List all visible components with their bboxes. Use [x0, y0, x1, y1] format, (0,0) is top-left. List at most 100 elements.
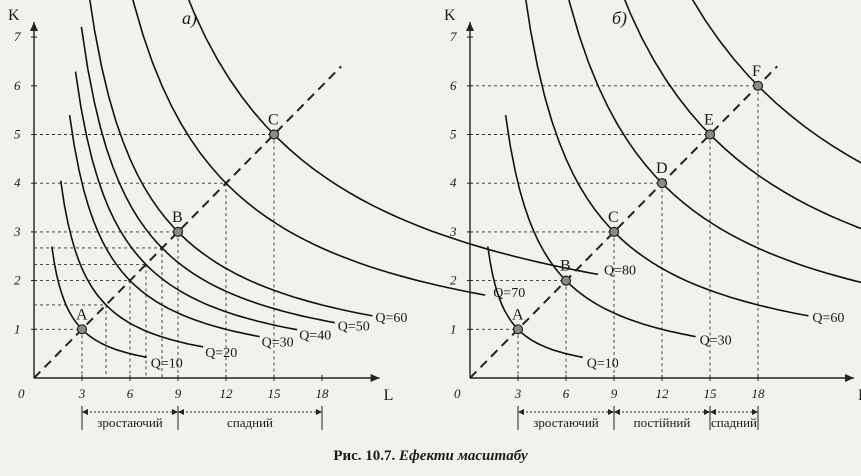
x-axis-arrow [845, 374, 854, 382]
caption-title: Ефекти масштабу [399, 448, 528, 464]
point-marker [752, 80, 764, 91]
point-marker [268, 129, 280, 140]
figure-caption: Рис. 10.7. Ефекти масштабу [0, 448, 861, 465]
x-tick-label: 18 [316, 386, 330, 401]
range-arrow-left [178, 409, 184, 415]
x-tick-label: 12 [656, 386, 670, 401]
point-label: C [268, 112, 279, 129]
isoquant-label: Q=10 [587, 356, 619, 371]
panel-b-chart: KL0б)1234567369121518Q=10Q=30Q=60Q=78Q=9… [444, 0, 861, 430]
isoquant-curve [51, 246, 147, 359]
y-tick-label: 1 [450, 321, 457, 336]
isoquant-curve [80, 26, 335, 324]
isoquant-label: Q=60 [812, 311, 844, 326]
origin-label: 0 [18, 386, 25, 401]
isoquant-curve [132, 0, 486, 296]
point-marker [608, 226, 620, 237]
range-arrow-right [752, 409, 758, 415]
y-tick-label: 6 [450, 78, 457, 93]
point-marker [656, 178, 668, 189]
y-tick-label: 6 [14, 78, 21, 93]
y-tick-label: 2 [14, 273, 21, 288]
point-label: C [608, 209, 619, 226]
range-arrow-right [704, 409, 710, 415]
range-arrow-right [608, 409, 614, 415]
isoquant-label: Q=30 [700, 334, 732, 349]
x-tick-label: 9 [175, 386, 182, 401]
isoquant-curve [59, 180, 204, 348]
x-tick-label: 15 [704, 386, 718, 401]
range-label: спадний [227, 415, 273, 430]
y-tick-label: 7 [14, 29, 21, 44]
range-arrow-left [614, 409, 620, 415]
point-label: B [172, 209, 183, 226]
range-label: спадний [711, 415, 757, 430]
isoquant-curve [525, 0, 809, 317]
isoquant-curve [68, 114, 260, 338]
y-tick-label: 2 [450, 273, 457, 288]
point-marker [76, 324, 88, 335]
point-label: D [656, 160, 668, 177]
x-axis-arrow [370, 374, 380, 382]
panel-title: б) [612, 8, 627, 29]
x-tick-label: 3 [78, 386, 86, 401]
y-tick-label: 1 [14, 321, 21, 336]
isoquant-label: Q=80 [604, 263, 636, 278]
range-arrow-left [710, 409, 716, 415]
isoquant-label: Q=40 [299, 329, 331, 344]
range-arrow-right [172, 409, 178, 415]
x-tick-label: 6 [563, 386, 570, 401]
point-marker [512, 324, 524, 335]
y-tick-label: 4 [14, 175, 21, 190]
isoquant-label: Q=20 [205, 346, 237, 361]
isoquant-label: Q=30 [262, 336, 294, 351]
isoquant-curve [187, 0, 599, 276]
point-label: A [512, 306, 524, 323]
y-tick-label: 5 [14, 127, 21, 142]
isoquant-label: Q=10 [151, 356, 183, 371]
y-axis-label: K [8, 7, 20, 24]
x-tick-label: 15 [268, 386, 282, 401]
x-tick-label: 6 [127, 386, 134, 401]
x-tick-label: 18 [752, 386, 766, 401]
range-arrow-right [316, 409, 322, 415]
isoquant-curve [504, 114, 696, 338]
y-axis-arrow [466, 22, 474, 31]
expansion-path-line [469, 65, 778, 379]
range-arrow-left [82, 409, 88, 415]
isoquant-curve [568, 0, 861, 284]
isoquant-label: Q=60 [375, 311, 407, 326]
x-tick-label: 3 [514, 386, 522, 401]
isoquant-label: Q=70 [493, 286, 525, 301]
isoquant-label: Q=50 [338, 320, 370, 335]
range-label: постійний [634, 415, 691, 430]
y-tick-label: 7 [450, 29, 457, 44]
point-marker [560, 275, 572, 286]
y-tick-label: 3 [449, 224, 457, 239]
y-axis-arrow [30, 22, 38, 31]
x-axis-label: L [858, 387, 861, 404]
point-label: B [560, 258, 571, 275]
isoquant-curve [74, 71, 298, 331]
isoquant-curve [89, 0, 373, 317]
point-label: A [76, 306, 88, 323]
y-tick-label: 5 [450, 127, 457, 142]
point-label: E [704, 112, 714, 129]
range-label: зростаючий [97, 415, 163, 430]
point-label: F [752, 63, 761, 80]
isoquant-curve [487, 246, 583, 359]
range-arrow-left [518, 409, 524, 415]
isoquant-curve [623, 0, 861, 230]
y-axis-label: K [444, 7, 456, 24]
y-tick-label: 3 [13, 224, 21, 239]
caption-prefix: Рис. 10.7. [333, 448, 396, 464]
x-tick-label: 9 [611, 386, 618, 401]
x-axis-label: L [384, 387, 394, 404]
x-tick-label: 12 [220, 386, 234, 401]
point-marker [704, 129, 716, 140]
y-tick-label: 4 [450, 175, 457, 190]
panel-title: а) [182, 8, 197, 29]
origin-label: 0 [454, 386, 461, 401]
